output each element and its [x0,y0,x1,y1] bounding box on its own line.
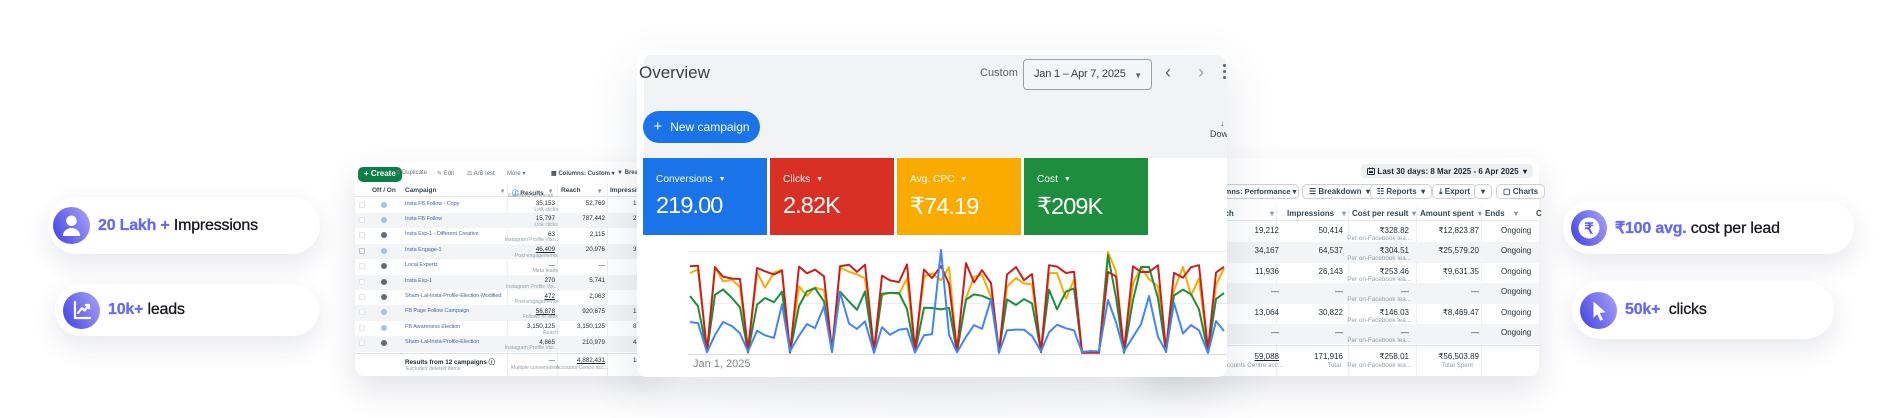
svg-text:₹: ₹ [1584,220,1594,237]
